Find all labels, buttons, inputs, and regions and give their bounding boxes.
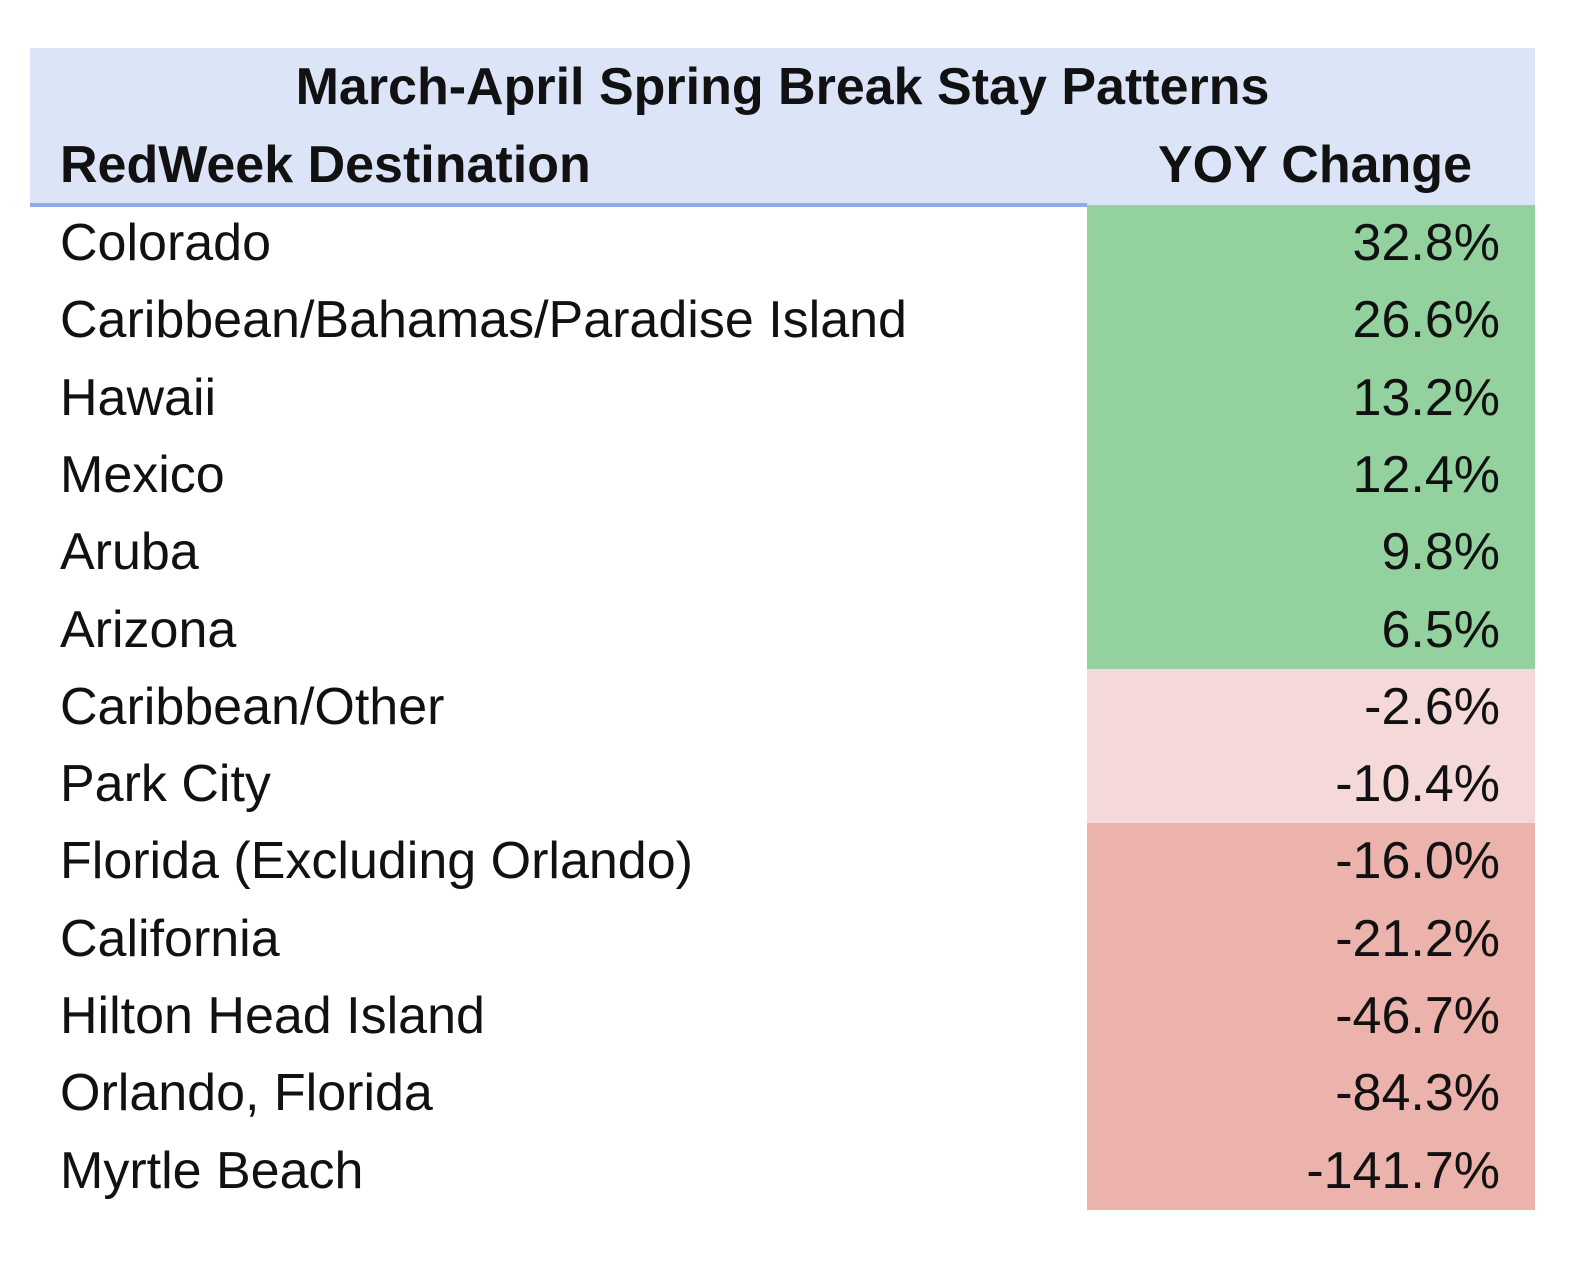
change-cell: -21.2% (1335, 909, 1500, 968)
cell-fill (1087, 514, 1535, 592)
destination-cell: Orlando, Florida (60, 1064, 433, 1123)
table-title: March-April Spring Break Stay Patterns (295, 58, 1270, 116)
change-cell: -16.0% (1335, 832, 1500, 891)
cell-fill (1087, 746, 1535, 824)
cell-fill (1087, 668, 1535, 747)
change-cell: 6.5% (1381, 600, 1500, 659)
destination-cell: Mexico (60, 445, 225, 504)
change-cell: -46.7% (1335, 987, 1500, 1045)
destination-cell: Park City (60, 755, 271, 814)
cell-fill (1087, 591, 1535, 670)
change-cell: -84.3% (1335, 1064, 1500, 1123)
cell-fill (1087, 978, 1535, 1056)
change-cell: 9.8% (1381, 523, 1500, 582)
cell-fill (1087, 900, 1535, 979)
destination-cell: Colorado (60, 214, 272, 272)
cell-fill (1087, 359, 1535, 438)
change-cell: -10.4% (1335, 755, 1500, 814)
destination-cell: Aruba (60, 523, 199, 582)
destination-cell: Hawaii (60, 368, 217, 427)
column-header: RedWeek Destination (60, 136, 591, 194)
destination-cell: Florida (Excluding Orlando) (60, 832, 693, 891)
cell-fill (1087, 436, 1535, 515)
destination-cell: Arizona (60, 600, 237, 659)
cell-fill (1087, 205, 1535, 283)
cell-fill (1087, 1132, 1535, 1211)
cell-fill (1087, 1055, 1535, 1134)
change-cell: -141.7% (1306, 1141, 1500, 1200)
column-header: YOY Change (1157, 136, 1472, 194)
change-cell: 13.2% (1352, 368, 1500, 427)
cell-fill (1087, 823, 1535, 902)
cell-fill (1087, 282, 1535, 361)
destination-cell: Hilton Head Island (60, 987, 485, 1045)
change-cell: -2.6% (1364, 677, 1500, 736)
destination-cell: Caribbean/Bahamas/Paradise Island (60, 291, 907, 350)
destination-cell: Caribbean/Other (60, 677, 445, 736)
header-band (30, 48, 1535, 205)
header-rule (30, 203, 1087, 207)
destination-cell: California (60, 909, 280, 968)
destination-cell: Myrtle Beach (60, 1141, 364, 1200)
change-cell: 26.6% (1352, 291, 1500, 350)
change-cell: 12.4% (1352, 445, 1500, 504)
change-cell: 32.8% (1352, 214, 1500, 272)
